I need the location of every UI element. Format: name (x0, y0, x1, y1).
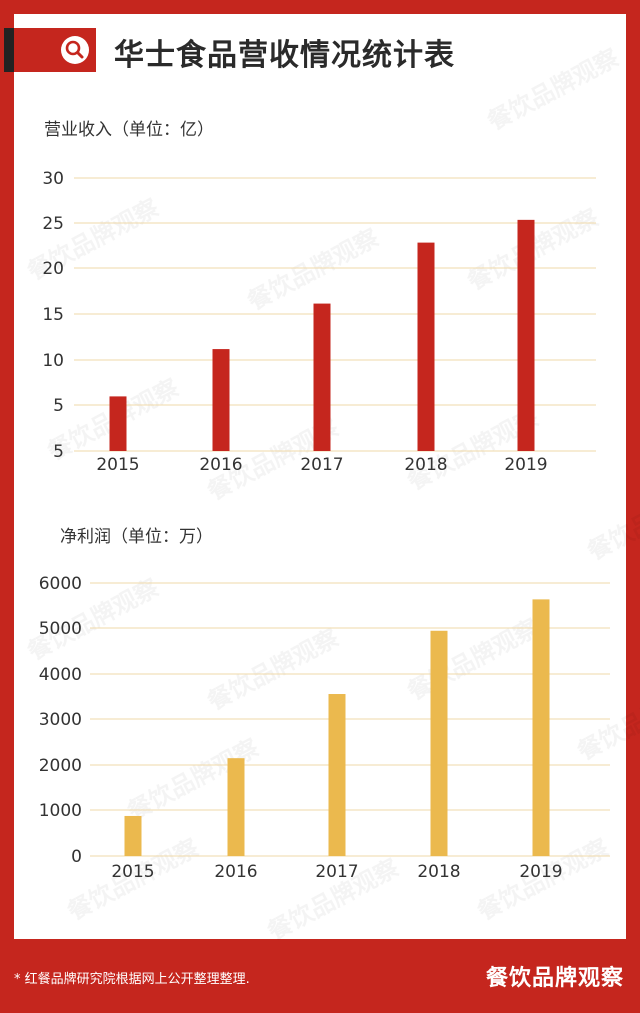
revenue-axis-title: 营业收入（单位：亿） (44, 120, 214, 140)
search-icon (61, 36, 89, 64)
profit-y-tick-label: 1000 (39, 801, 82, 821)
title-accent-bar (4, 28, 96, 72)
source-note: * 红餐品牌研究院根据网上公开整理整理. (14, 972, 250, 987)
profit-axis-title: 净利润（单位：万） (60, 527, 213, 547)
profit-bar-2017 (328, 694, 346, 856)
revenue-bar-2019 (517, 219, 535, 451)
chart-card (14, 14, 626, 939)
profit-bar-2018 (430, 630, 448, 856)
profit-x-tick-label: 2018 (417, 862, 460, 882)
revenue-x-tick-label: 2019 (504, 455, 547, 475)
page-title: 华士食品营收情况统计表 (114, 38, 455, 73)
profit-y-tick-label: 4000 (39, 665, 82, 685)
revenue-x-tick-label: 2016 (199, 455, 242, 475)
revenue-y-tick-label: 25 (42, 214, 64, 234)
profit-x-tick-label: 2017 (315, 862, 358, 882)
revenue-x-tick-label: 2015 (96, 455, 139, 475)
profit-y-tick-label: 0 (71, 847, 82, 867)
revenue-y-tick-label: 30 (42, 169, 64, 189)
profit-y-tick-label: 2000 (39, 756, 82, 776)
revenue-bar-2015 (109, 396, 127, 451)
profit-x-tick-label: 2019 (519, 862, 562, 882)
profit-x-tick-label: 2015 (111, 862, 154, 882)
revenue-y-tick-label: 15 (42, 305, 64, 325)
profit-y-tick-label: 5000 (39, 619, 82, 639)
revenue-y-tick-label: 5 (53, 396, 64, 416)
profit-x-tick-label: 2016 (214, 862, 257, 882)
revenue-y-tick-label: 20 (42, 259, 64, 279)
revenue-x-tick-label: 2018 (404, 455, 447, 475)
revenue-y-tick-label: 10 (42, 351, 64, 371)
profit-bar-2019 (532, 599, 550, 856)
brand-logo-text: 餐饮品牌观察 (485, 966, 624, 991)
revenue-bar-2016 (212, 349, 230, 451)
revenue-x-tick-label: 2017 (300, 455, 343, 475)
profit-y-tick-label: 3000 (39, 710, 82, 730)
profit-y-tick-label: 6000 (39, 574, 82, 594)
revenue-bar-2017 (313, 303, 331, 451)
revenue-y-tick-label: 5 (53, 442, 64, 462)
profit-bar-2016 (227, 758, 245, 856)
profit-bar-2015 (124, 815, 142, 856)
revenue-bar-2018 (417, 242, 435, 451)
